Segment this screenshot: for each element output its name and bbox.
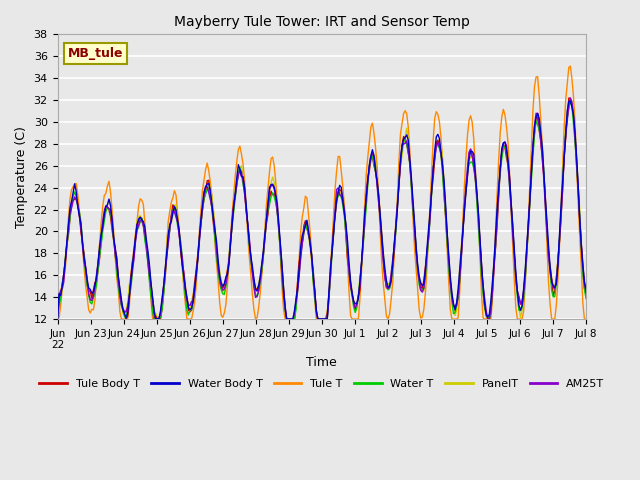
PanelT [582,286,590,292]
Tule T [148,316,156,322]
Water T [582,296,590,301]
Tule Body T [582,291,590,297]
Water T [130,252,138,258]
AM25T [513,288,521,293]
Legend: Tule Body T, Water Body T, Tule T, Water T, PanelT, AM25T: Tule Body T, Water Body T, Tule T, Water… [35,374,609,393]
Tule T [487,316,495,322]
Tule T [373,163,381,168]
Water T [513,294,521,300]
Water Body T [566,98,574,104]
Water T [566,99,574,105]
AM25T [54,316,61,322]
PanelT [476,235,484,241]
Title: Mayberry Tule Tower: IRT and Sensor Temp: Mayberry Tule Tower: IRT and Sensor Temp [174,15,470,29]
Water Body T [513,289,521,295]
Tule Body T [476,239,484,245]
Water Body T [476,236,484,242]
Tule T [130,246,138,252]
Y-axis label: Temperature (C): Temperature (C) [15,126,28,228]
Water T [476,248,484,254]
Water Body T [373,179,381,184]
Tule T [54,316,61,322]
Water Body T [582,286,590,291]
Line: PanelT: PanelT [58,99,586,319]
Tule Body T [487,310,495,315]
Line: Tule T: Tule T [58,66,586,319]
Line: Water T: Water T [58,102,586,319]
PanelT [130,251,138,256]
AM25T [373,183,381,189]
Text: MB_tule: MB_tule [68,47,124,60]
Line: AM25T: AM25T [58,98,586,319]
Water Body T [148,295,156,301]
AM25T [566,95,574,101]
Tule Body T [148,306,156,312]
PanelT [373,177,381,182]
AM25T [487,307,495,312]
Tule T [566,63,574,69]
Tule T [582,316,590,322]
Tule Body T [565,95,573,101]
AM25T [582,290,590,296]
Tule Body T [130,253,138,259]
Water Body T [54,316,61,322]
PanelT [54,316,61,322]
Water T [148,309,156,315]
Tule T [513,316,521,322]
Tule Body T [373,177,381,183]
Line: Tule Body T: Tule Body T [58,98,586,319]
X-axis label: Time: Time [307,356,337,369]
PanelT [513,290,521,296]
AM25T [476,241,484,247]
Tule Body T [54,316,61,322]
Water T [487,311,495,316]
PanelT [566,96,574,102]
Tule T [476,252,484,258]
Water T [54,316,61,322]
AM25T [130,257,138,263]
Water Body T [487,298,495,303]
PanelT [487,302,495,308]
AM25T [148,296,156,301]
PanelT [148,296,156,302]
Water T [373,180,381,186]
Tule Body T [513,289,521,295]
Water Body T [130,248,138,254]
Line: Water Body T: Water Body T [58,101,586,319]
